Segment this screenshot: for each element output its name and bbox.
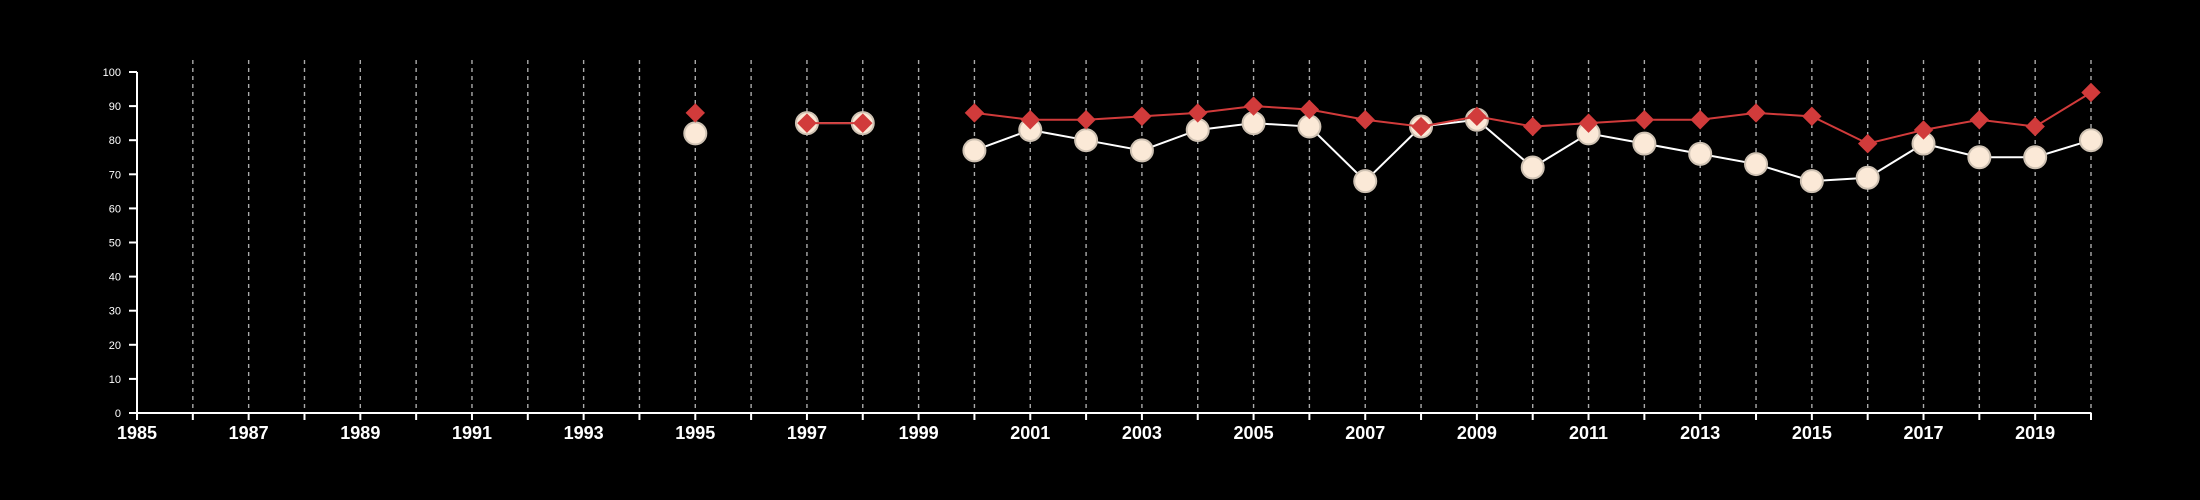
- y-tick-label: 90: [109, 101, 121, 113]
- x-tick-label: 1995: [675, 423, 715, 443]
- x-tick-label: 1999: [899, 423, 939, 443]
- data-point: [1688, 141, 1713, 166]
- data-point: [1411, 116, 1431, 137]
- x-tick-label: 1989: [340, 423, 380, 443]
- data-point: [2025, 116, 2045, 137]
- data-point: [1243, 96, 1264, 116]
- x-tick-label: 1991: [452, 423, 492, 443]
- x-tick-label: 2005: [1234, 423, 1274, 443]
- data-point: [2081, 82, 2101, 103]
- data-point: [1074, 128, 1099, 153]
- series: [683, 82, 2103, 194]
- x-tick-label: 2019: [2015, 423, 2055, 443]
- data-point: [1523, 116, 1543, 137]
- data-point: [1799, 169, 1824, 194]
- data-point: [1857, 133, 1878, 154]
- data-point: [1188, 103, 1208, 123]
- data-point: [1076, 110, 1096, 130]
- data-point: [1299, 99, 1320, 120]
- x-tick-label: 2015: [1792, 423, 1832, 443]
- data-point: [1355, 110, 1375, 130]
- x-tick-label: 2017: [1903, 423, 1943, 443]
- data-point: [1967, 145, 1992, 170]
- x-tick-label: 2001: [1010, 423, 1050, 443]
- y-tick-label: 30: [109, 306, 121, 318]
- data-point: [1634, 110, 1655, 130]
- data-point: [683, 121, 708, 146]
- data-point: [1913, 120, 1934, 140]
- data-point: [1132, 106, 1152, 127]
- series-circle: [683, 107, 2103, 194]
- data-point: [2023, 145, 2048, 170]
- data-point: [1855, 165, 1880, 190]
- series-line: [806, 91, 2092, 145]
- data-point: [964, 103, 985, 123]
- data-point: [685, 103, 705, 123]
- data-point: [2079, 128, 2103, 153]
- data-point: [1690, 110, 1710, 130]
- y-tick-label: 60: [109, 203, 121, 215]
- data-point: [962, 138, 987, 163]
- x-tick-label: 2011: [1569, 423, 1608, 443]
- data-point: [1467, 106, 1487, 127]
- y-tick-label: 100: [103, 67, 121, 79]
- axes: 0 10 20 30 40 50 60 70 80 90 100 1985 1987 1989 1991 19…: [103, 67, 2092, 443]
- series-line: [806, 118, 2092, 183]
- y-tick-label: 0: [115, 408, 121, 420]
- x-tick-label: 1985: [117, 423, 157, 443]
- data-point: [1020, 110, 1040, 130]
- data-point: [797, 113, 817, 133]
- data-point: [1802, 106, 1822, 127]
- data-point: [1578, 113, 1599, 133]
- y-tick-label: 20: [109, 340, 121, 352]
- y-tick-label: 80: [109, 135, 121, 147]
- data-point: [1520, 155, 1545, 180]
- data-point: [1969, 110, 1990, 130]
- x-tick-label: 1993: [564, 423, 604, 443]
- x-tick-label: 1987: [229, 423, 269, 443]
- x-tick-label: 1997: [787, 423, 827, 443]
- data-point: [1632, 131, 1657, 156]
- series-diamond: [685, 82, 2101, 154]
- data-point: [1129, 138, 1154, 163]
- data-point: [1353, 169, 1378, 194]
- x-tick-label: 2007: [1345, 423, 1385, 443]
- x-tick-label: 2003: [1122, 423, 1162, 443]
- y-tick-label: 50: [109, 238, 121, 250]
- data-point: [853, 113, 873, 133]
- data-point: [1744, 152, 1769, 177]
- y-tick-label: 40: [109, 272, 121, 284]
- y-tick-label: 10: [109, 374, 121, 386]
- x-tick-label: 2013: [1680, 423, 1720, 443]
- data-point: [1746, 103, 1766, 123]
- x-tick-label: 2009: [1457, 423, 1497, 443]
- y-tick-label: 70: [109, 169, 121, 181]
